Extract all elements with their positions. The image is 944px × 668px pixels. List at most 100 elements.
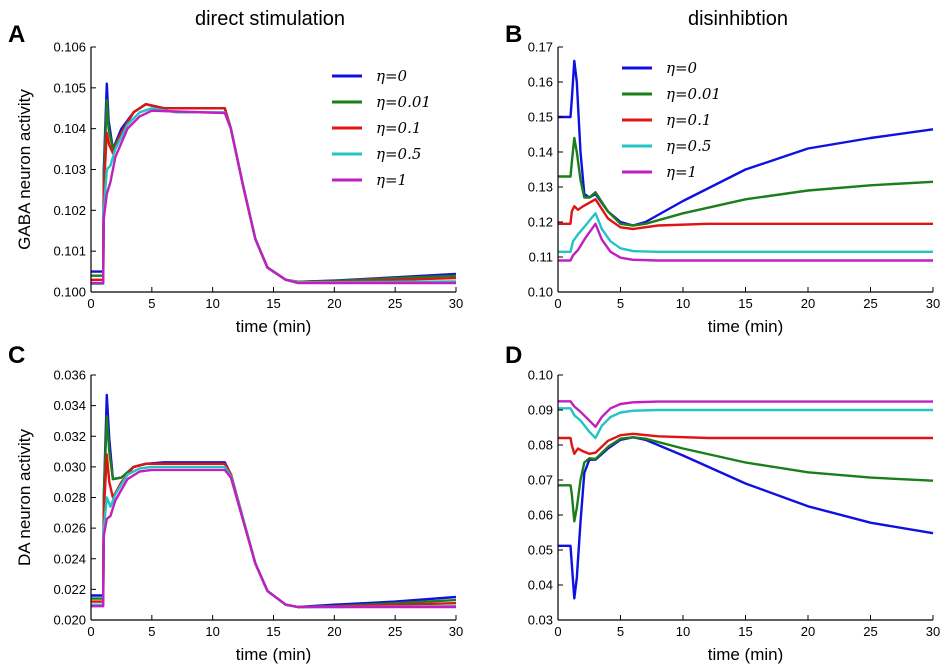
x-tick-label: 5 — [617, 624, 624, 639]
x-tick-label: 10 — [676, 624, 690, 639]
x-tick-label: 10 — [205, 624, 219, 639]
y-tick-label: 0.036 — [53, 368, 86, 383]
x-tick-label: 5 — [148, 624, 155, 639]
y-tick-label: 0.04 — [528, 578, 553, 593]
x-tick-label: 0 — [87, 624, 94, 639]
y-tick-label: 0.024 — [53, 551, 86, 566]
series-line-4 — [558, 400, 933, 428]
y-tick-label: 0.10 — [528, 285, 553, 300]
y-tick-label: 0.09 — [528, 403, 553, 418]
x-tick-label: 5 — [148, 296, 155, 311]
x-tick-label: 25 — [863, 296, 877, 311]
legend-label: η=0.1 — [666, 111, 711, 129]
y-tick-label: 0.16 — [528, 75, 553, 90]
x-tick-label: 0 — [554, 624, 561, 639]
x-tick-label: 0 — [554, 296, 561, 311]
y-tick-label: 0.032 — [53, 429, 86, 444]
panel-label-a: A — [8, 21, 25, 48]
y-tick-label: 0.103 — [53, 162, 86, 177]
legend-label: η=0.01 — [666, 85, 721, 103]
legend-label: η=0.5 — [666, 137, 711, 155]
y-tick-label: 0.020 — [53, 613, 86, 628]
x-tick-label: 15 — [738, 624, 752, 639]
x-tick-label: 30 — [926, 296, 940, 311]
series-line-1 — [91, 415, 457, 609]
panel-label-c: C — [8, 342, 25, 369]
series-line-1 — [558, 436, 934, 523]
y-tick-label: 0.10 — [528, 368, 553, 383]
x-tick-label: 30 — [926, 624, 940, 639]
x-tick-label: 25 — [388, 296, 402, 311]
series-line-3 — [91, 465, 457, 609]
x-tick-label: 0 — [87, 296, 94, 311]
x-tick-label: 5 — [617, 296, 624, 311]
legend-label: η=0 — [666, 59, 698, 77]
title-direct-stimulation: direct stimulation — [195, 8, 345, 30]
x-axis-label: time (min) — [708, 645, 784, 664]
series-line-4 — [558, 222, 933, 262]
y-axis-label: GABA neuron activity — [15, 89, 34, 250]
y-tick-label: 0.06 — [528, 508, 553, 523]
x-tick-label: 20 — [801, 624, 815, 639]
y-tick-label: 0.12 — [528, 215, 553, 230]
y-tick-label: 0.101 — [53, 244, 86, 259]
series-line-3 — [558, 212, 933, 253]
legend-label: η=0.5 — [376, 145, 421, 163]
x-tick-label: 30 — [449, 296, 463, 311]
y-tick-label: 0.13 — [528, 180, 553, 195]
panel-label-d: D — [505, 342, 522, 369]
y-tick-label: 0.100 — [53, 285, 86, 300]
x-tick-label: 20 — [327, 624, 341, 639]
series-line-0 — [91, 393, 457, 609]
x-tick-label: 25 — [388, 624, 402, 639]
series-line-2 — [558, 198, 933, 231]
y-tick-label: 0.030 — [53, 459, 86, 474]
y-tick-label: 0.11 — [529, 250, 553, 265]
y-axis-label: DA neuron activity — [15, 428, 34, 566]
y-tick-label: 0.05 — [528, 543, 553, 558]
x-axis-label: time (min) — [708, 317, 784, 336]
x-tick-label: 30 — [449, 624, 463, 639]
x-tick-label: 15 — [266, 296, 280, 311]
title-disinhibition: disinhibtion — [688, 8, 788, 30]
y-tick-label: 0.03 — [528, 613, 553, 628]
legend-label: η=1 — [666, 163, 697, 181]
y-tick-label: 0.15 — [528, 110, 553, 125]
chart-panel-d: 0 5 10 15 20 25 30 0.03 0.04 0.05 0.06 0.07 0.08 0.09… — [528, 368, 941, 665]
y-tick-label: 0.17 — [528, 40, 553, 55]
legend-label: η=0.01 — [376, 93, 431, 111]
series-line-0 — [558, 59, 934, 227]
legend-label: η=0.1 — [376, 119, 421, 137]
y-tick-label: 0.105 — [53, 80, 86, 95]
panel-label-b: B — [505, 21, 522, 48]
y-tick-label: 0.08 — [528, 438, 553, 453]
chart-panel-b: 0 5 10 15 20 25 30 0.10 0.11 0.12 0.13 0.14 0.15 0.16… — [528, 40, 941, 337]
y-tick-label: 0.14 — [528, 145, 553, 160]
x-tick-label: 15 — [738, 296, 752, 311]
series-line-3 — [558, 407, 933, 440]
x-tick-label: 20 — [327, 296, 341, 311]
x-tick-label: 10 — [205, 296, 219, 311]
chart-panel-c: 0 5 10 15 20 25 30 0.020 0.022 0.024 0.026 0.028 0.0… — [15, 368, 463, 665]
x-tick-label: 25 — [863, 624, 877, 639]
y-tick-label: 0.07 — [528, 473, 553, 488]
series-line-2 — [558, 432, 933, 455]
y-tick-label: 0.104 — [53, 121, 86, 136]
y-tick-label: 0.022 — [53, 582, 86, 597]
y-tick-label: 0.106 — [53, 40, 86, 55]
y-tick-label: 0.028 — [53, 490, 86, 505]
series-line-1 — [558, 136, 934, 227]
chart-panel-a: 0 5 10 15 20 25 30 0.100 0.101 0.102 0.103 0.104 0.1… — [15, 40, 463, 337]
x-tick-label: 20 — [801, 296, 815, 311]
legend-label: η=1 — [376, 171, 407, 189]
x-axis-label: time (min) — [236, 317, 312, 336]
y-tick-label: 0.026 — [53, 521, 86, 536]
x-tick-label: 15 — [266, 624, 280, 639]
y-tick-label: 0.102 — [53, 203, 86, 218]
x-axis-label: time (min) — [236, 645, 312, 664]
series-line-2 — [91, 453, 457, 609]
x-tick-label: 10 — [676, 296, 690, 311]
y-tick-label: 0.034 — [53, 398, 86, 413]
series-line-4 — [91, 109, 456, 285]
